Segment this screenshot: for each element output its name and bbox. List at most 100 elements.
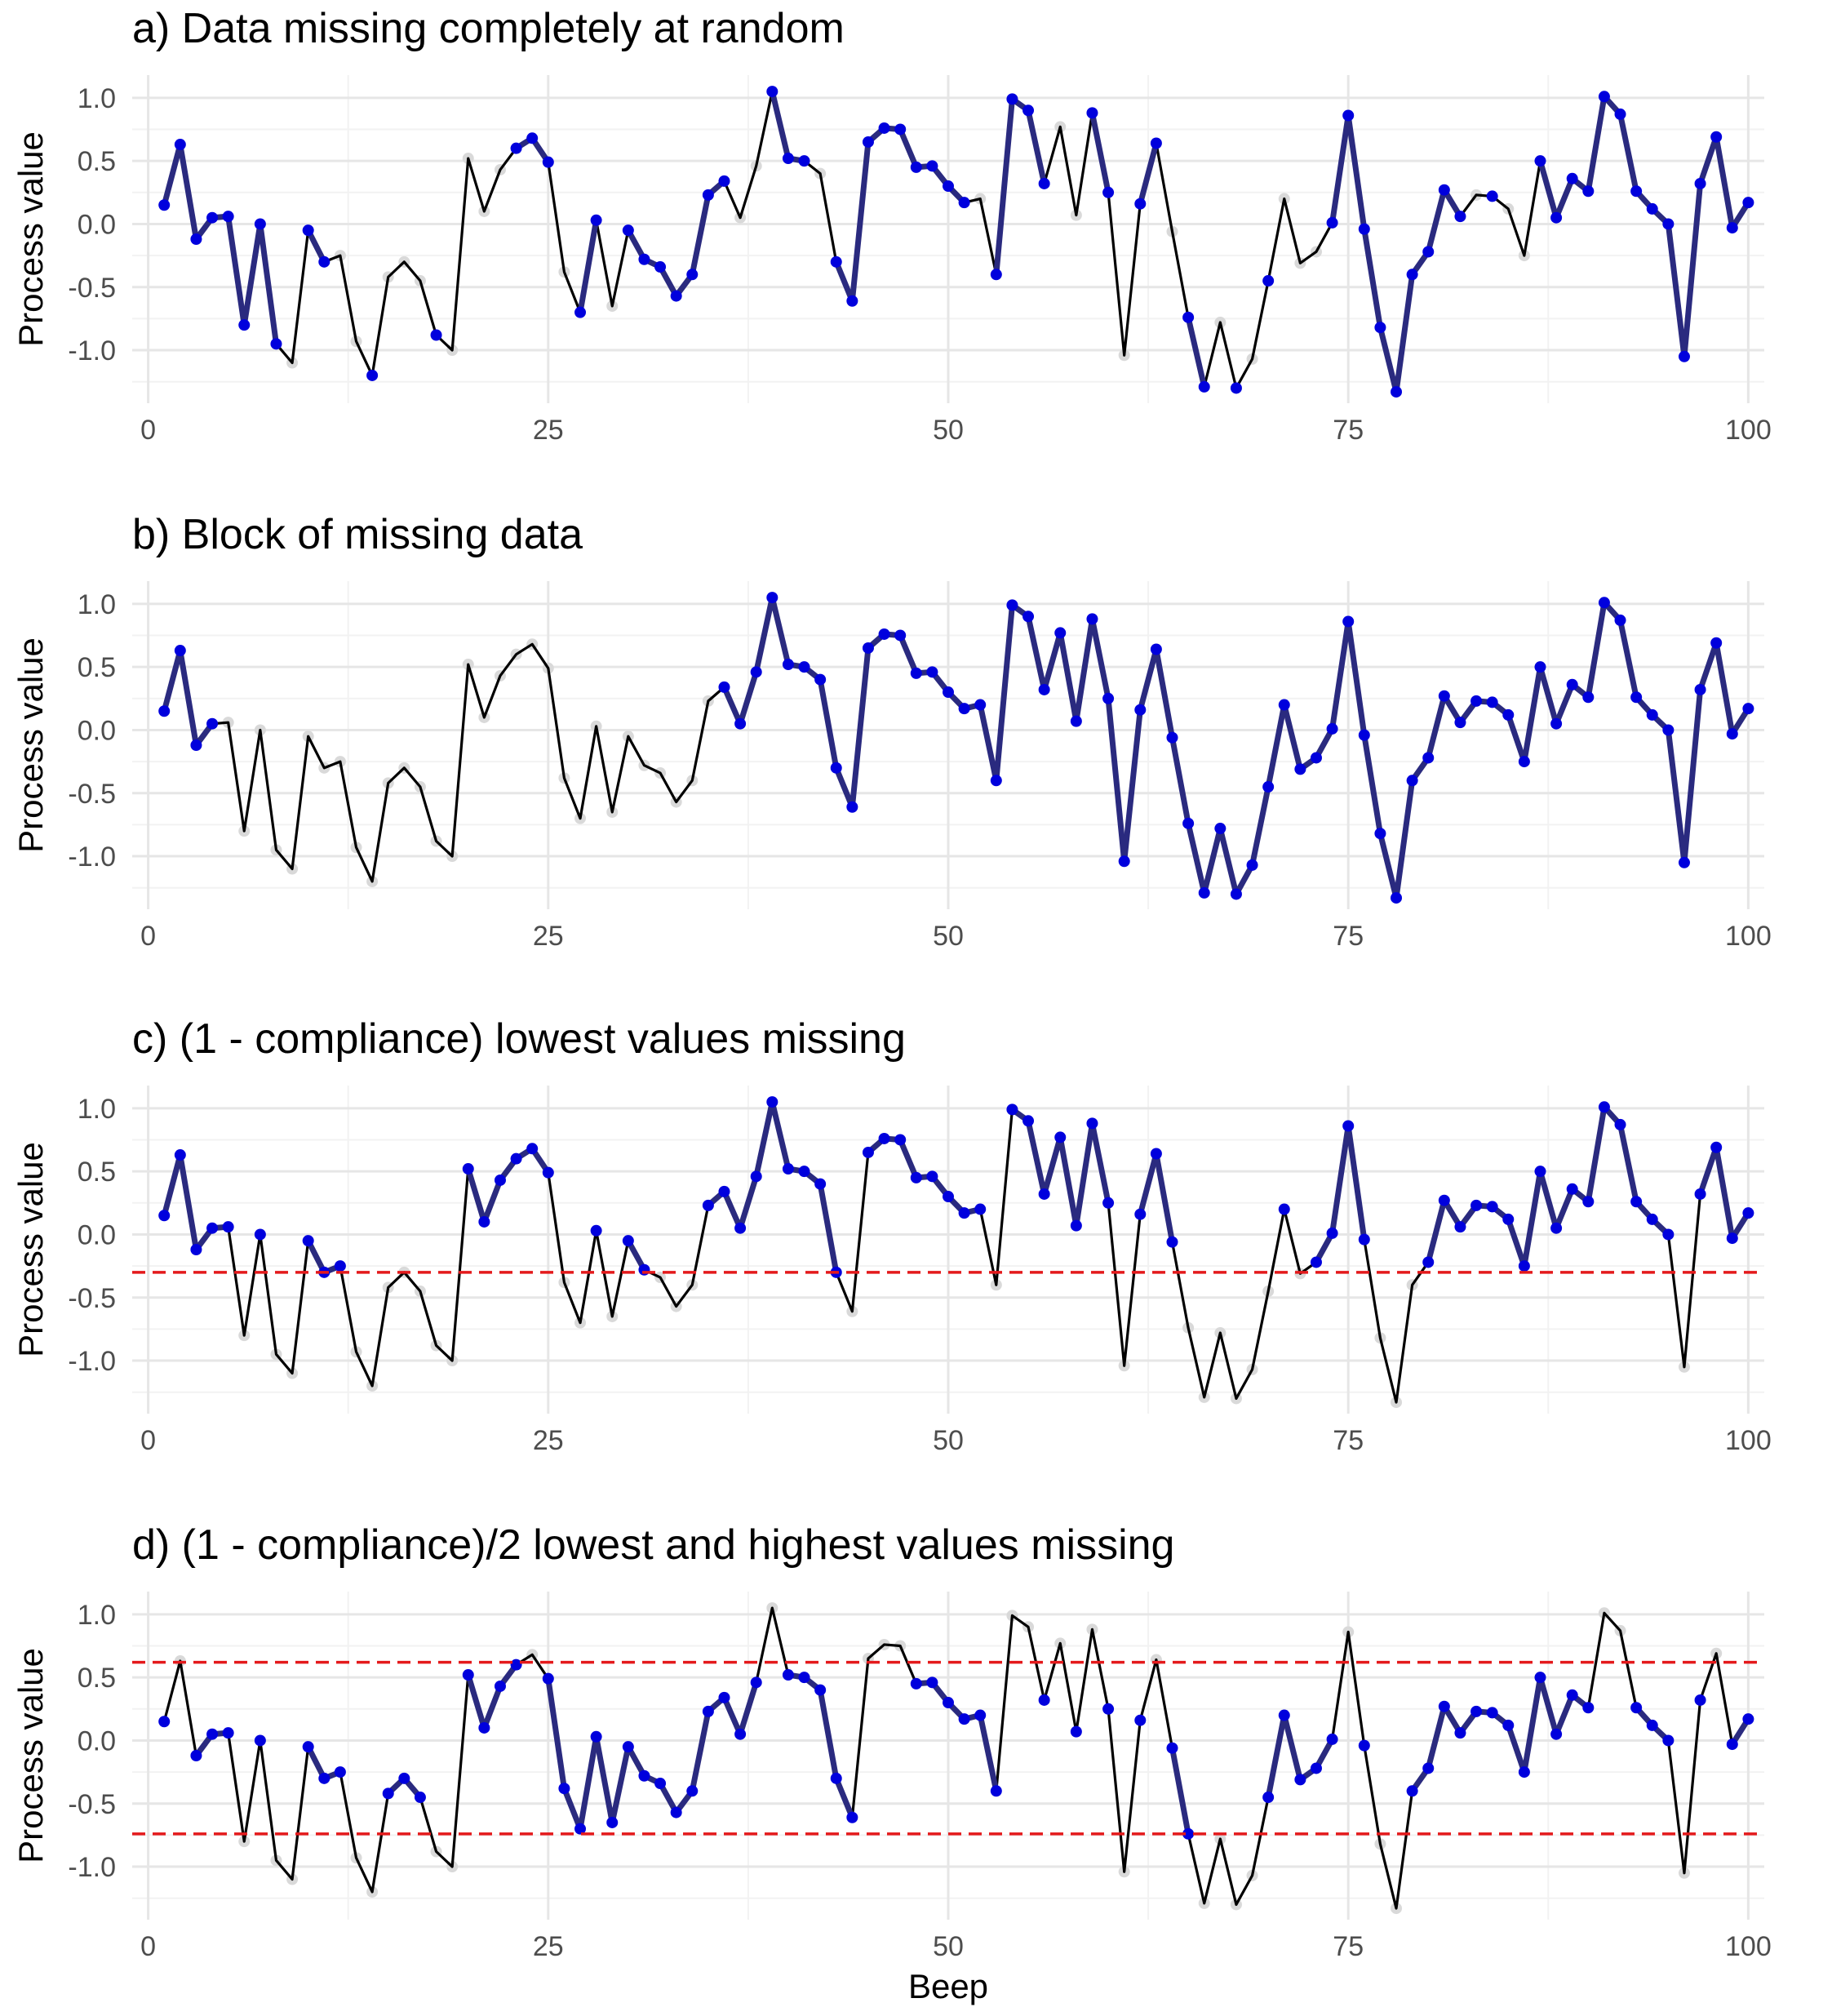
observed-point [1102, 692, 1115, 704]
observed-point [1358, 1739, 1370, 1752]
observed-point [750, 666, 762, 678]
observed-segment [465, 1672, 487, 1731]
observed-point [206, 717, 219, 730]
panel-title: c) (1 - compliance) lowest values missin… [132, 1015, 906, 1063]
observed-point [1630, 185, 1643, 198]
observed-point [1454, 1221, 1466, 1233]
observed-segment [305, 1237, 327, 1276]
observed-point [910, 667, 922, 679]
observed-segment [1041, 1134, 1063, 1197]
observed-point [798, 1672, 810, 1684]
observed-point [590, 1730, 602, 1743]
observed-point [1038, 1188, 1050, 1200]
observed-point [1230, 888, 1242, 900]
observed-point [1598, 597, 1610, 609]
observed-point [846, 801, 858, 813]
observed-point [926, 160, 938, 172]
observed-segment [1089, 1120, 1111, 1206]
observed-point [894, 1134, 907, 1146]
observed-point [1278, 1709, 1290, 1721]
observed-segment [1553, 682, 1576, 727]
observed-point [1422, 1762, 1435, 1774]
observed-point [1470, 1705, 1483, 1717]
observed-point [1678, 350, 1690, 362]
observed-point [510, 142, 522, 154]
observed-point [1742, 1207, 1754, 1219]
observed-segment [1697, 1144, 1719, 1197]
observed-point [1406, 775, 1418, 787]
observed-point [943, 1191, 954, 1203]
observed-point [1358, 729, 1370, 741]
observed-point [1182, 817, 1195, 829]
observed-point [478, 1215, 490, 1228]
observed-point [1230, 382, 1242, 394]
observed-segment [1617, 617, 1639, 700]
observed-point [206, 1728, 219, 1740]
observed-point [1742, 1713, 1754, 1725]
observed-point [814, 673, 827, 686]
observed-point [654, 1778, 667, 1790]
observed-point [782, 659, 794, 671]
observed-point [1614, 1118, 1626, 1130]
observed-segment [1345, 618, 1368, 739]
observed-segment [1713, 1144, 1736, 1241]
observed-point [862, 135, 874, 148]
observed-point [718, 1185, 730, 1197]
x-tick-label: 50 [933, 921, 964, 952]
observed-segment [1585, 93, 1608, 194]
observed-point [910, 1171, 922, 1183]
observed-point [334, 1766, 346, 1778]
observed-segment [753, 1099, 775, 1179]
observed-point [398, 1772, 410, 1784]
observed-point [430, 329, 442, 341]
observed-segment [1121, 707, 1143, 864]
observed-point [862, 1146, 874, 1158]
observed-point [174, 645, 186, 657]
observed-point [878, 1132, 890, 1144]
observed-point [830, 762, 842, 774]
observed-segment [1153, 646, 1176, 741]
observed-point [1006, 599, 1018, 611]
observed-segment [481, 1683, 503, 1731]
observed-point [878, 122, 890, 134]
observed-point [1070, 1725, 1082, 1738]
observed-point [1454, 717, 1466, 729]
observed-segment [833, 1775, 855, 1821]
observed-point [958, 197, 970, 209]
x-tick-label: 75 [1333, 1425, 1364, 1456]
observed-segment [1521, 664, 1543, 765]
observed-segment [1377, 830, 1400, 901]
observed-point [158, 1716, 171, 1728]
observed-point [174, 1149, 186, 1161]
observed-point [910, 1677, 922, 1690]
observed-segment [737, 1173, 760, 1232]
observed-segment [257, 220, 279, 347]
observed-point [958, 1207, 970, 1219]
observed-segment [1281, 702, 1303, 772]
observed-point [174, 139, 186, 151]
observed-point [574, 306, 587, 318]
observed-segment [817, 1687, 840, 1782]
panel-title: d) (1 - compliance)/2 lowest and highest… [132, 1521, 1174, 1569]
observed-point [1470, 1199, 1483, 1211]
observed-point [974, 1709, 987, 1721]
observed-segment [1217, 825, 1240, 897]
observed-segment [993, 602, 1015, 784]
observed-point [1182, 311, 1195, 323]
observed-point [1630, 1702, 1643, 1714]
observed-point [1454, 211, 1466, 223]
observed-segment [1553, 1186, 1576, 1232]
observed-point [1518, 756, 1530, 768]
observed-point [542, 1166, 554, 1179]
x-tick-label: 50 [933, 415, 964, 446]
observed-segment [1585, 1103, 1608, 1205]
y-tick-label: 0.0 [78, 1219, 116, 1250]
x-tick-label: 100 [1725, 415, 1772, 446]
observed-point [366, 369, 379, 381]
observed-segment [561, 1785, 583, 1832]
observed-point [894, 123, 907, 135]
observed-segment [305, 227, 327, 265]
observed-segment [1521, 1168, 1543, 1269]
observed-segment [1249, 784, 1271, 868]
observed-point [1022, 611, 1035, 623]
